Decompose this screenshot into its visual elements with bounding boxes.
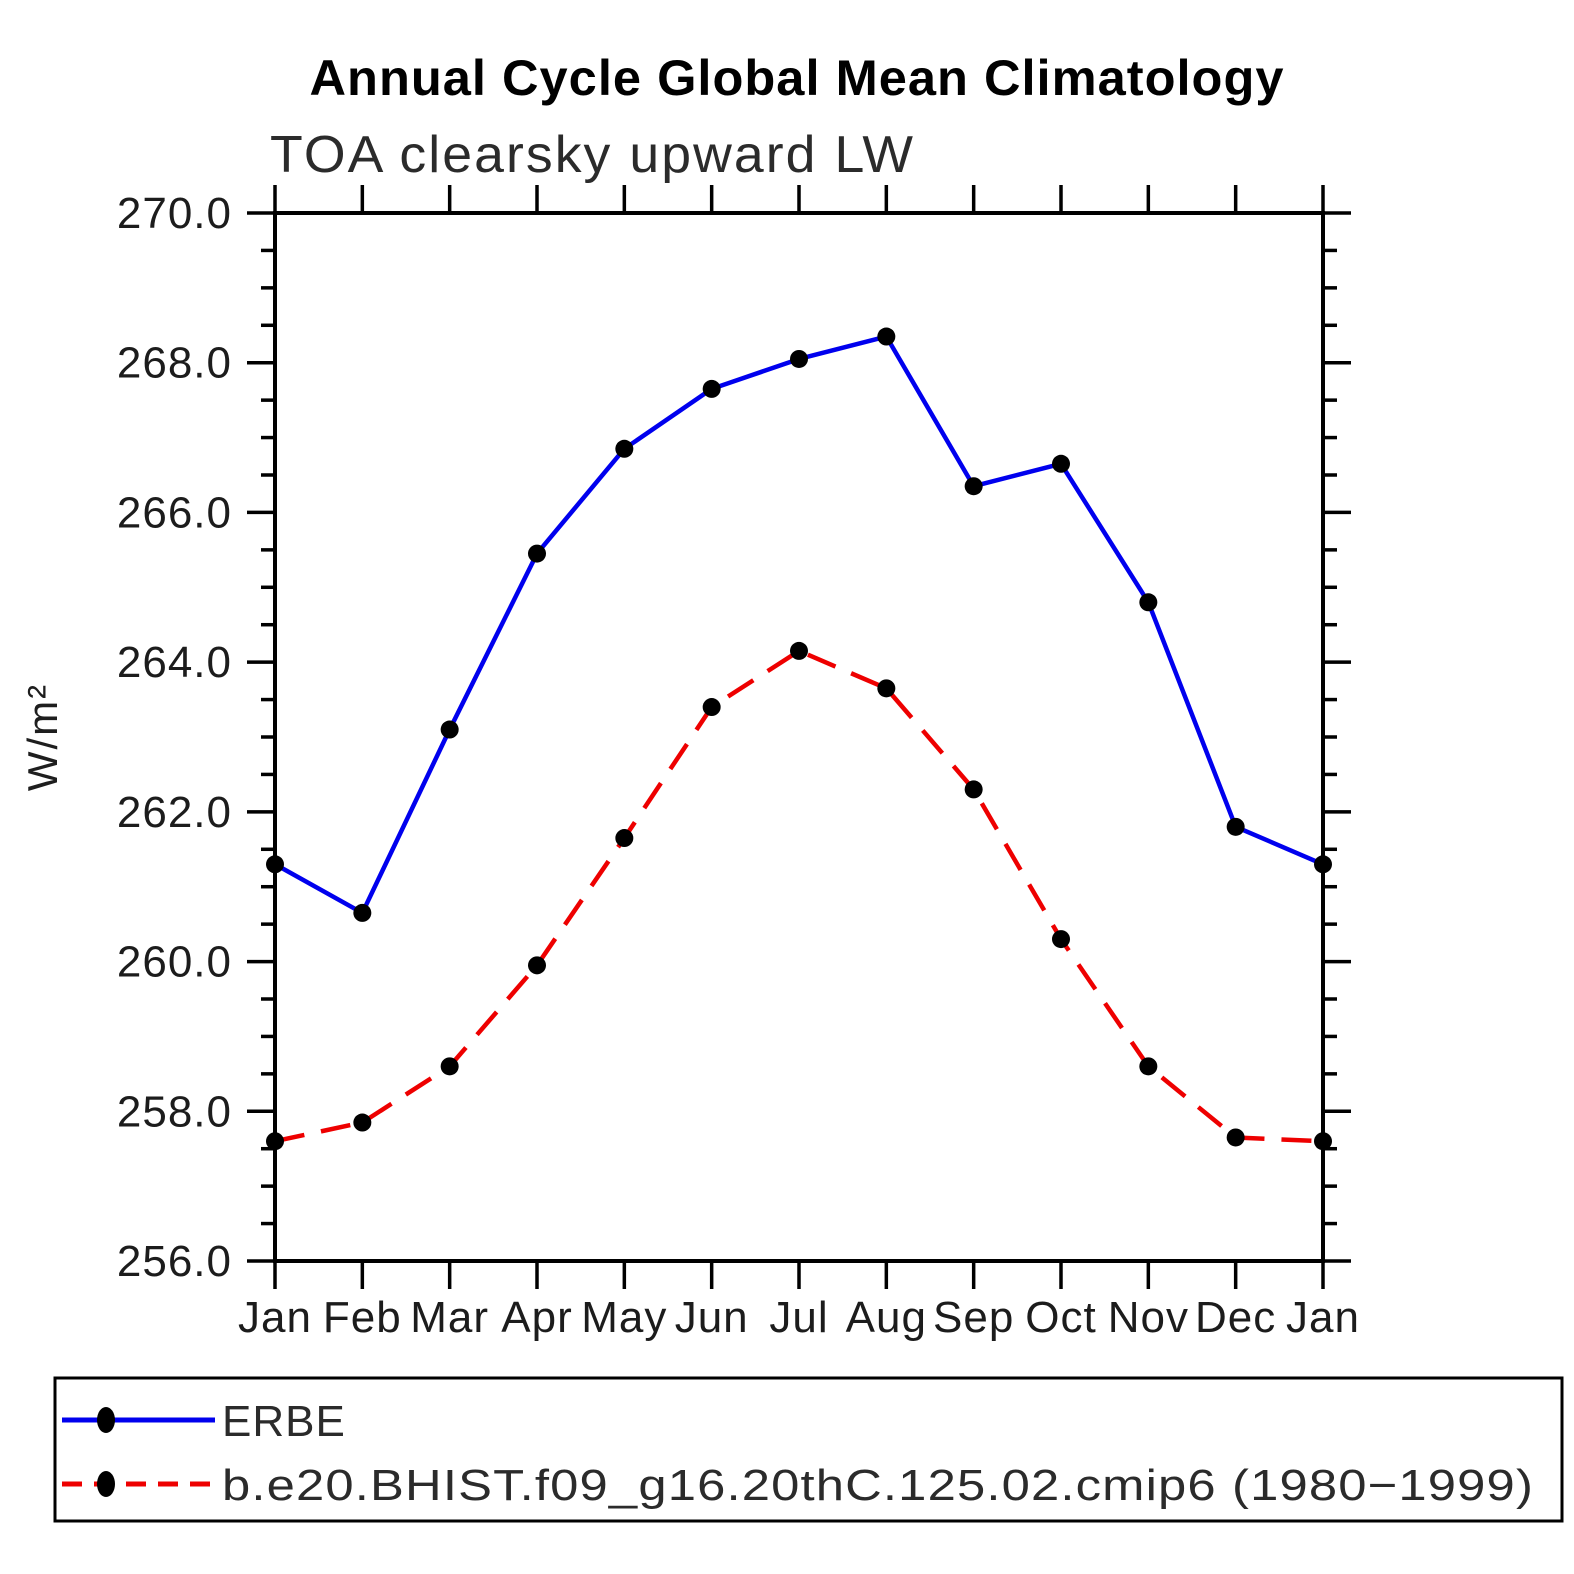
axis-ticks [247, 185, 1351, 1289]
x-tick-label: Apr [501, 1293, 572, 1342]
data-point [440, 1057, 459, 1076]
x-tick-label: Nov [1108, 1293, 1189, 1342]
legend-label-erbe: ERBE [222, 1397, 346, 1446]
legend-box [53, 1376, 1564, 1523]
x-tick-label: Jul [769, 1293, 828, 1342]
data-point [1052, 454, 1070, 473]
y-axis-label: W/m² [19, 683, 66, 791]
data-point [266, 1132, 284, 1151]
plot-frame [273, 211, 1325, 1263]
y-tick-labels: 256.0 258.0 260.0 262.0 264.0 266.0 268.0 270.0 [117, 189, 232, 1286]
y-tick-label: 264.0 [117, 638, 232, 687]
series-line-erbe [273, 334, 1324, 916]
data-point [790, 349, 808, 368]
x-tick-label: Dec [1195, 1293, 1276, 1342]
series-layer [266, 327, 1332, 1151]
data-point [702, 698, 721, 717]
plot-area: 256.0 258.0 260.0 262.0 264.0 266.0 268.0 270.0… [117, 185, 1360, 1342]
data-point [615, 829, 634, 848]
x-tick-label: Jan [1286, 1293, 1360, 1342]
legend-marker-erbe-icon [97, 1407, 115, 1433]
chart-title: Annual Cycle Global Mean Climatology [310, 50, 1285, 106]
data-point [877, 679, 896, 698]
x-tick-labels: Jan Feb Mar Apr May Jun Jul Aug Sep Oct Nov Dec Jan [238, 1293, 1360, 1342]
y-tick-label: 260.0 [117, 938, 232, 987]
x-tick-label: Sep [933, 1293, 1014, 1342]
data-point [1139, 593, 1158, 612]
x-tick-label: Mar [410, 1293, 489, 1342]
x-tick-label: Aug [846, 1293, 927, 1342]
x-tick-label: Feb [323, 1293, 402, 1342]
data-point [1314, 1132, 1332, 1151]
y-tick-label: 270.0 [117, 189, 232, 238]
data-point [1226, 817, 1245, 836]
data-point [528, 544, 546, 563]
data-point [440, 720, 459, 739]
data-point [702, 379, 721, 398]
y-tick-label: 268.0 [117, 339, 232, 388]
data-point [1139, 1057, 1158, 1076]
chart-subtitle: TOA clearsky upward LW [270, 126, 915, 184]
legend-label-model: b.e20.BHIST.f09_g16.20thC.125.02.cmip6 (… [222, 1461, 1534, 1510]
data-point [528, 956, 546, 975]
x-tick-label: Jun [675, 1293, 749, 1342]
data-point [353, 903, 372, 922]
data-point [1052, 930, 1070, 949]
x-tick-label: May [581, 1293, 667, 1342]
y-tick-label: 258.0 [117, 1087, 232, 1136]
series-line-model [274, 648, 1324, 1144]
data-point [964, 477, 983, 496]
data-point [877, 327, 896, 346]
data-point [266, 855, 284, 874]
y-tick-label: 266.0 [117, 488, 232, 537]
y-tick-label: 256.0 [117, 1237, 232, 1286]
data-point [353, 1113, 372, 1132]
data-point [790, 641, 808, 660]
y-tick-label: 262.0 [117, 788, 232, 837]
legend-marker-model-icon [97, 1471, 115, 1497]
data-point [964, 780, 983, 799]
data-point [1314, 855, 1332, 874]
x-tick-label: Jan [238, 1293, 312, 1342]
data-point [615, 439, 634, 458]
legend: ERBE b.e20.BHIST.f09_g16.20thC.125.02.cm… [53, 1376, 1564, 1523]
data-point [1226, 1128, 1245, 1147]
x-tick-label: Oct [1025, 1293, 1096, 1342]
